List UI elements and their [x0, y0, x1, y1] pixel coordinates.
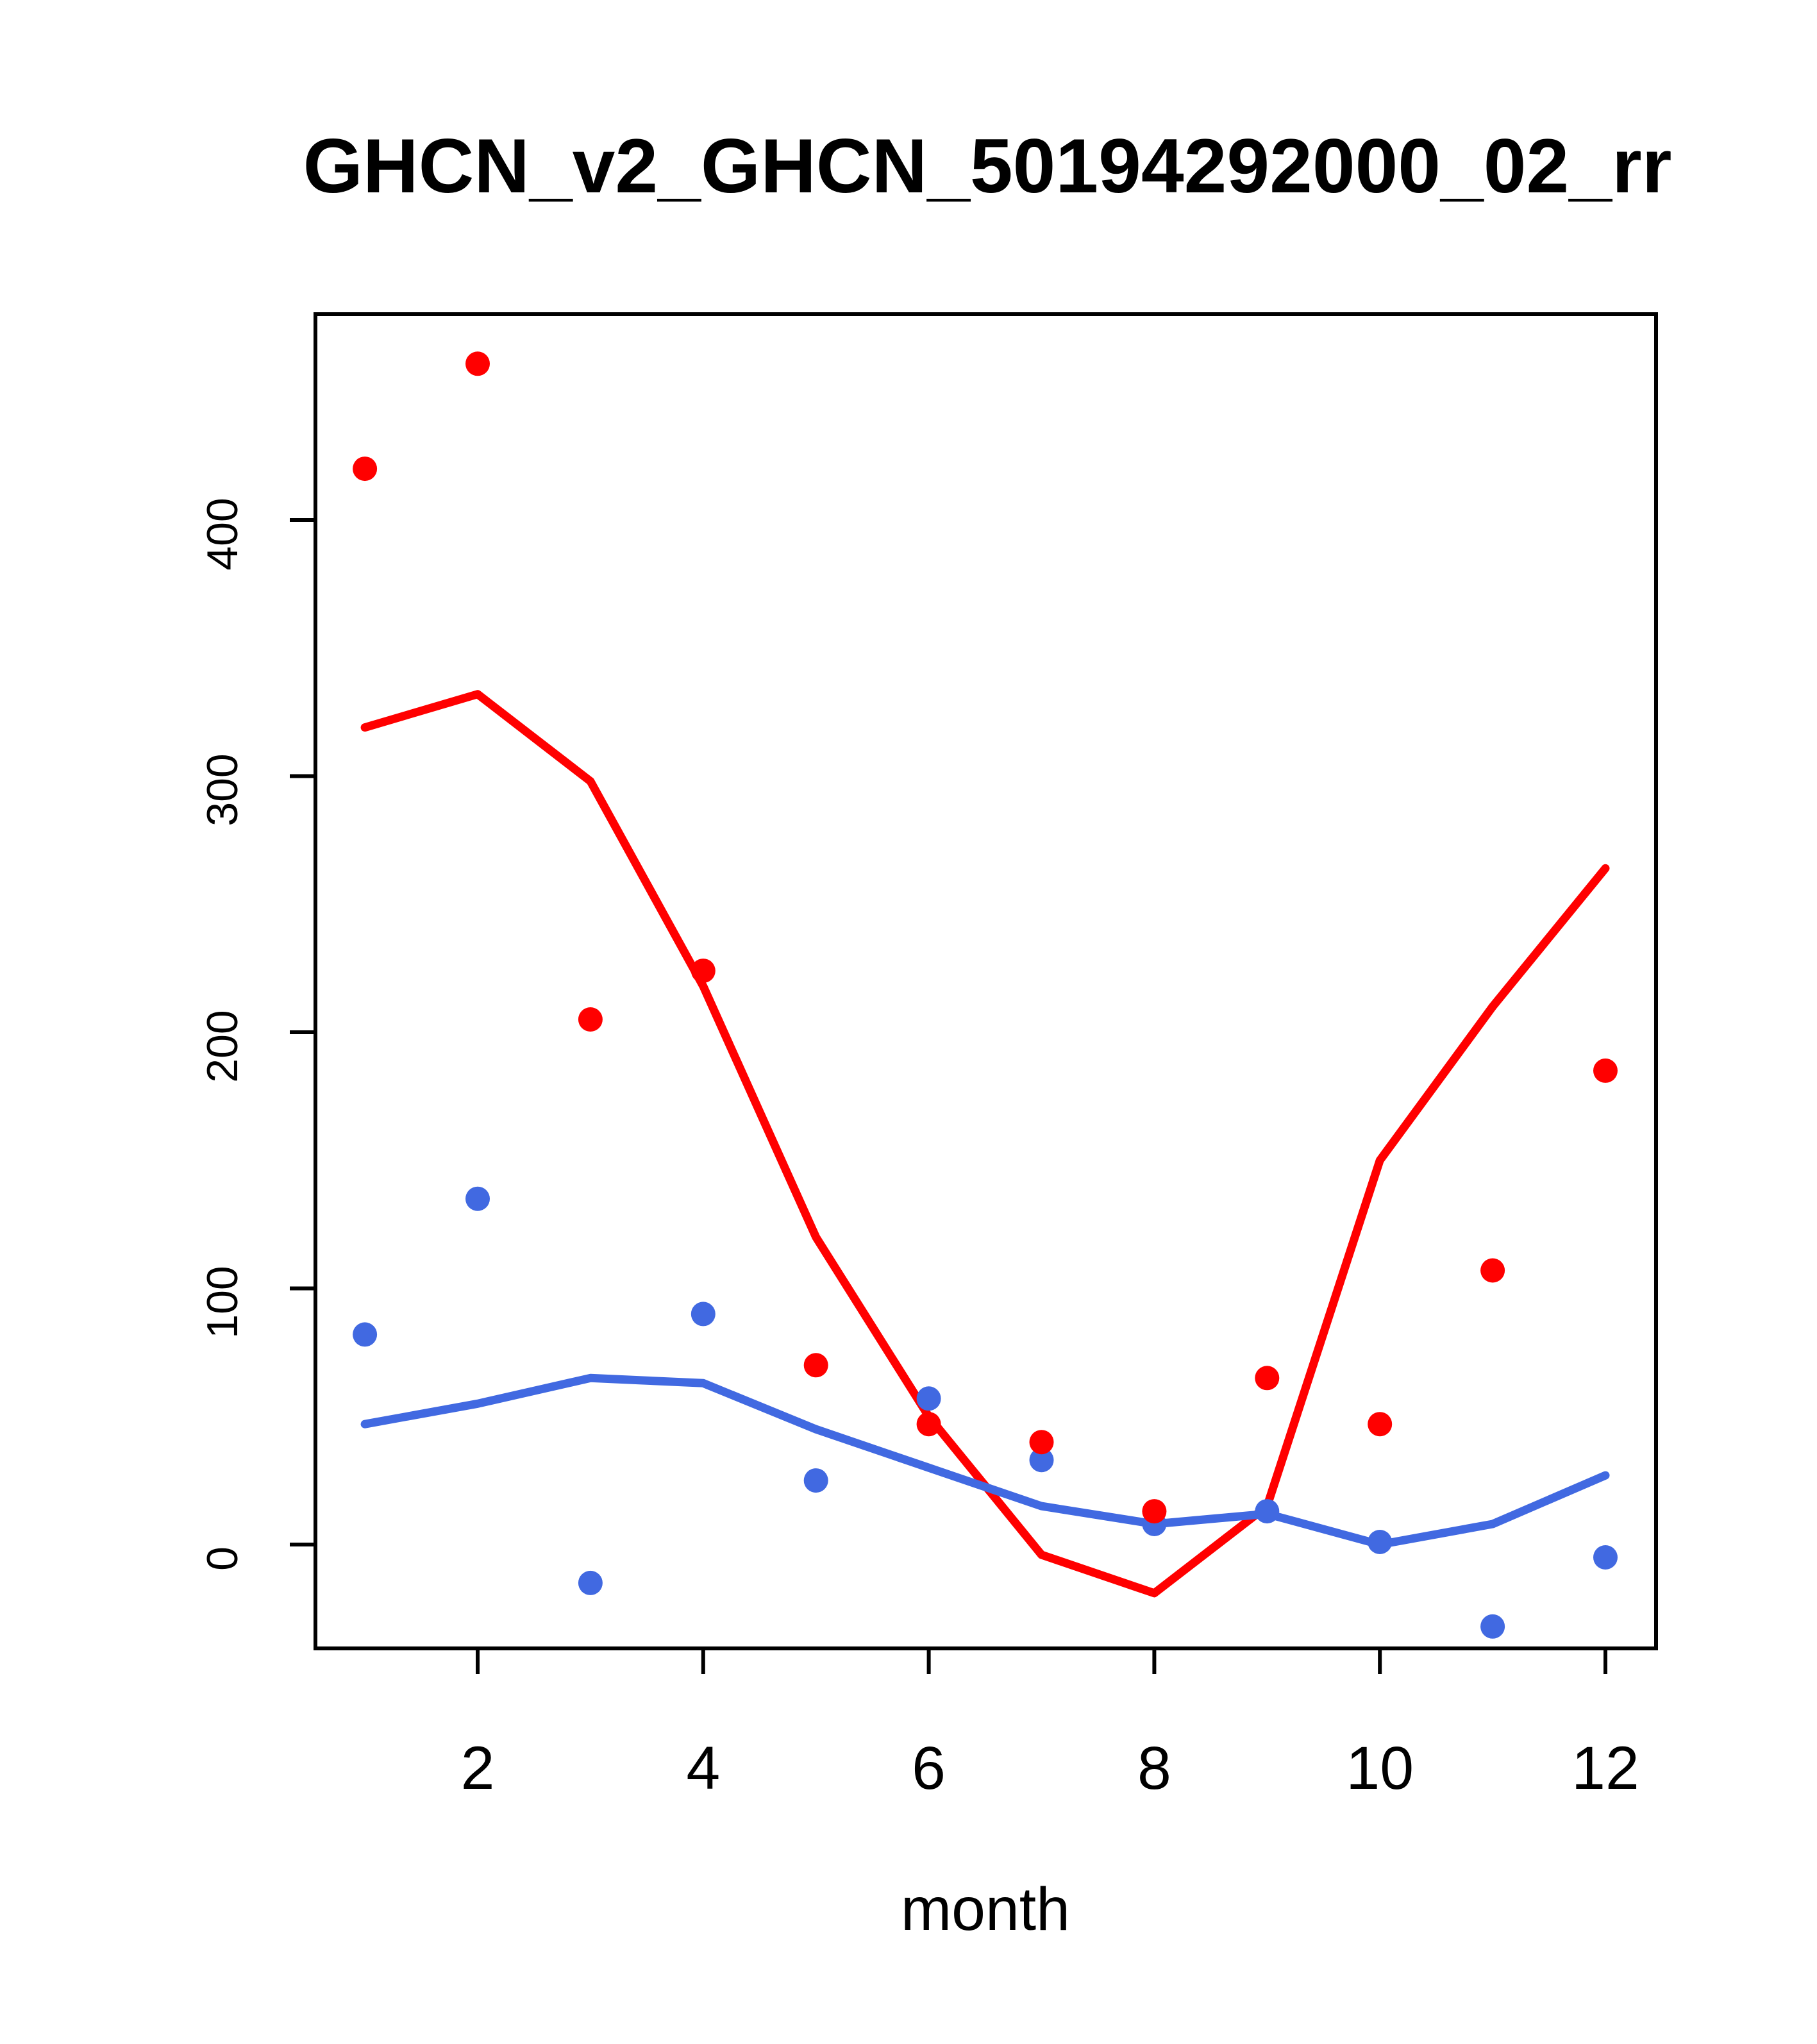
svg-text:10: 10 — [1346, 1734, 1414, 1802]
svg-text:400: 400 — [198, 498, 247, 570]
svg-text:200: 200 — [198, 1010, 247, 1082]
svg-text:0: 0 — [198, 1546, 247, 1571]
svg-text:8: 8 — [1137, 1734, 1171, 1802]
svg-text:GHCN_v2_GHCN_50194292000_02_rr: GHCN_v2_GHCN_50194292000_02_rr — [303, 123, 1672, 209]
svg-text:month: month — [901, 1875, 1070, 1943]
svg-text:12: 12 — [1571, 1734, 1639, 1802]
svg-text:2: 2 — [461, 1734, 495, 1802]
svg-text:4: 4 — [686, 1734, 720, 1802]
svg-text:6: 6 — [912, 1734, 946, 1802]
svg-text:300: 300 — [198, 753, 247, 826]
svg-text:100: 100 — [198, 1266, 247, 1338]
